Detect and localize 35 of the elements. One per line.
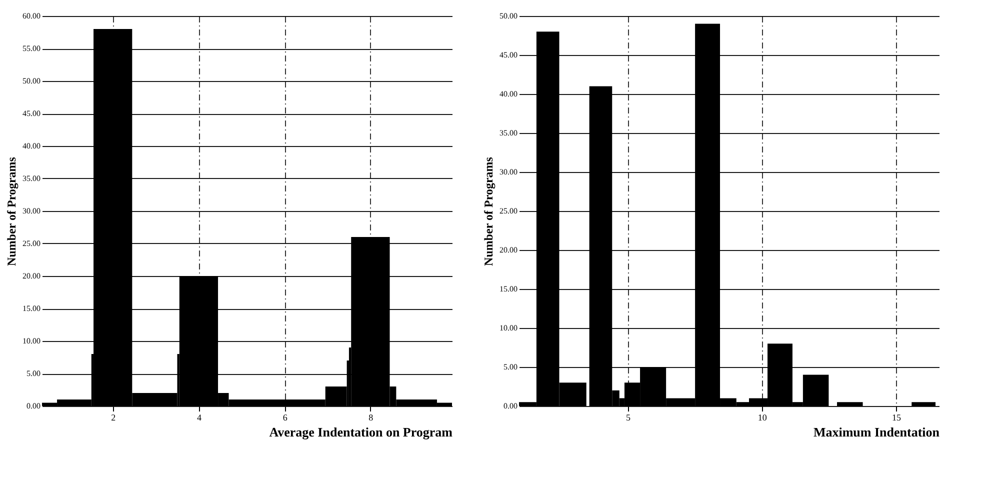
y-tick-label: 50.00 [500,12,518,20]
y-tick-label: 10.00 [22,336,40,346]
y-tick-label: 55.00 [22,44,40,53]
y-tick-label: 30.00 [22,206,40,216]
y-tick-label: 40.00 [22,142,40,150]
y-tick-label: 10.00 [500,324,518,332]
x-axis-title: Average Indentation on Program [269,424,453,440]
x-tick-label: 10 [758,412,768,422]
x-tick-label: 6 [282,412,288,422]
y-tick-label: 25.00 [22,239,40,248]
y-tick-label: 15.00 [22,304,40,313]
y-axis-title: Number of Programs [4,156,18,266]
y-tick-label: 40.00 [500,90,518,98]
x-tick-label: 5 [626,412,631,422]
y-tick-label: 50.00 [22,76,40,86]
y-tick-label: 5.00 [26,369,40,378]
y-tick-label: 5.00 [504,362,518,372]
y-tick-label: 0.00 [504,402,518,410]
x-tick-label: 15 [892,412,902,422]
x-tick-label: 2 [111,412,116,422]
y-tick-label: 45.00 [22,109,40,118]
y-tick-label: 30.00 [500,168,518,176]
y-tick-label: 15.00 [500,284,518,294]
y-tick-label: 25.00 [500,206,518,216]
x-axis-title: Maximum Indentation [813,424,940,440]
y-tick-label: 45.00 [500,50,518,60]
y-tick-label: 35.00 [500,128,518,138]
y-tick-label: 60.00 [22,12,40,20]
x-tick-label: 8 [368,412,374,422]
y-tick-label: 0.00 [26,402,40,410]
y-tick-label: 20.00 [22,272,40,280]
y-tick-label: 20.00 [500,246,518,254]
y-tick-label: 35.00 [22,174,40,183]
y-axis-title: Number of Programs [482,156,496,266]
x-tick-label: 4 [196,412,202,422]
